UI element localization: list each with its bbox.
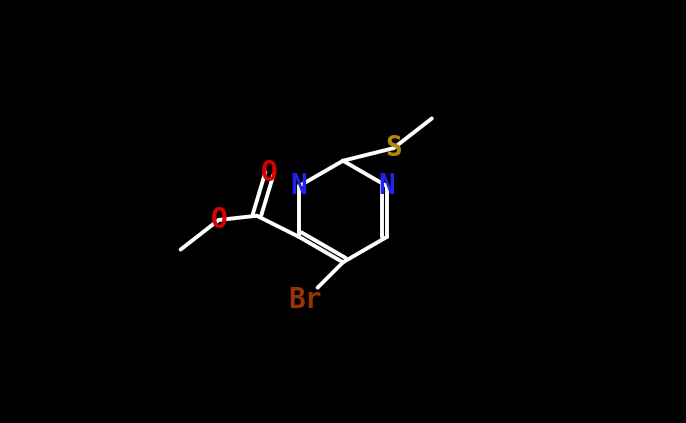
Text: O: O [211, 206, 227, 234]
Text: S: S [386, 134, 402, 162]
Text: Br: Br [288, 286, 322, 314]
Text: N: N [291, 172, 307, 200]
Text: O: O [261, 159, 278, 187]
Text: N: N [379, 172, 395, 200]
